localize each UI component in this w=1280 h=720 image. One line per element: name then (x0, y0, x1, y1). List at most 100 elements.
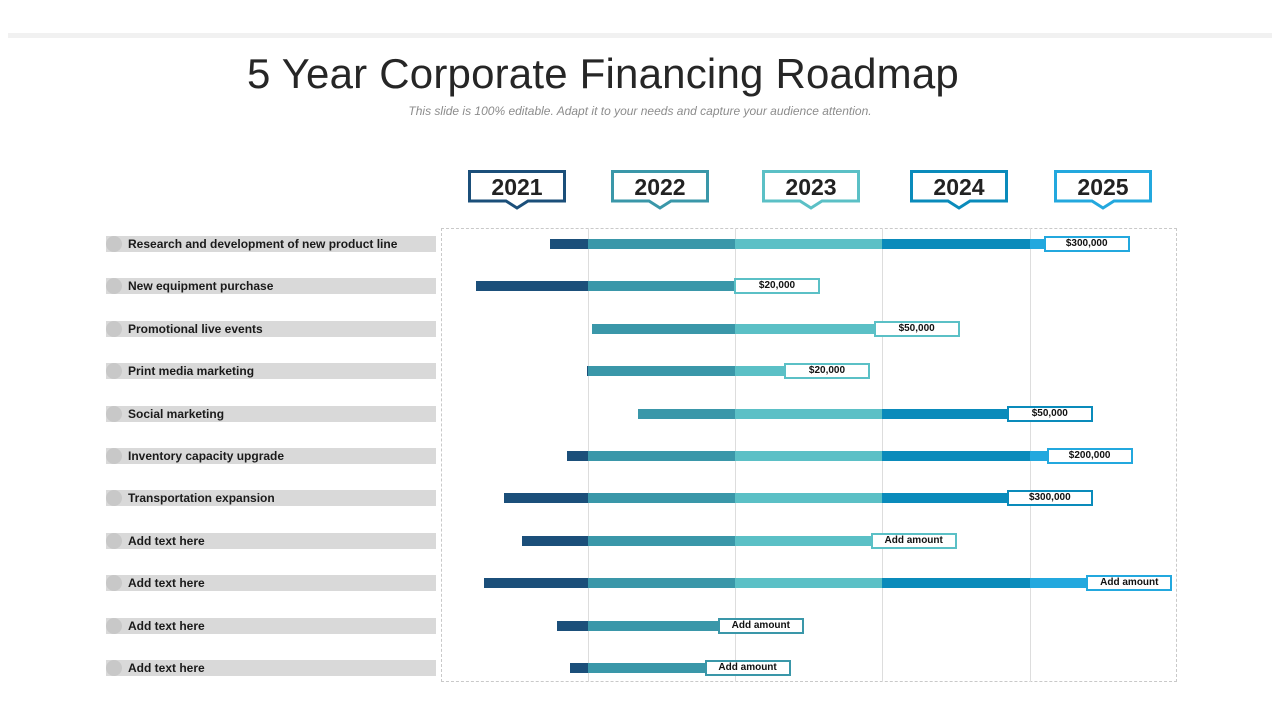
bullet-icon (106, 363, 122, 380)
page-subtitle: This slide is 100% editable. Adapt it to… (408, 104, 872, 118)
timeline-bar-segment-2021 (504, 493, 588, 504)
label-bar (106, 490, 436, 507)
row-label-text: Add text here (128, 576, 205, 591)
timeline-bar-segment-2023 (735, 408, 882, 419)
year-badge-shape (1054, 170, 1152, 210)
timeline-bar-segment-2021 (476, 281, 588, 292)
year-label: 2022 (634, 174, 686, 200)
amount-box: Add amount (1086, 575, 1173, 592)
timeline-bar-segment-2024 (882, 578, 1030, 589)
year-badge-2023: 2023 (762, 170, 860, 210)
row-label-text: Promotional live events (128, 321, 263, 336)
timeline-bar-segment-2022 (588, 451, 735, 461)
bullet-icon (106, 532, 122, 549)
timeline-bar-segment-2023 (735, 535, 872, 546)
bullet-icon (106, 236, 122, 252)
bullet-icon (106, 575, 122, 592)
row-label-text: Inventory capacity upgrade (128, 449, 285, 463)
bullet-icon (106, 405, 122, 422)
roadmap-row-label: Transportation expansion (106, 490, 436, 507)
year-badge-2025: 2025 (1054, 170, 1152, 210)
row-label-text: Research and development of new product … (128, 237, 398, 251)
timeline-bar-segment-2021 (483, 578, 588, 589)
label-bar (106, 236, 436, 252)
label-bar (106, 448, 436, 464)
roadmap-row-label: Promotional live events (106, 320, 436, 337)
label-bar (106, 532, 436, 549)
timeline-bar-segment-2022 (588, 663, 706, 673)
label-bar (106, 575, 436, 592)
year-label: 2021 (491, 174, 543, 200)
year-badge-2022: 2022 (611, 170, 709, 210)
page-title: 5 Year Corporate Financing Roadmap (247, 50, 959, 97)
bullet-icon (106, 660, 122, 676)
timeline-bar-segment-2024 (882, 493, 1008, 504)
year-badge-shape (910, 170, 1008, 210)
timeline-bar-segment-2025 (1030, 239, 1045, 249)
year-badge-shape (611, 170, 709, 210)
row-label-text: Social marketing (128, 406, 225, 421)
amount-box: $20,000 (783, 363, 870, 380)
year-label: 2024 (933, 174, 985, 200)
timeline-bar-segment-2024 (882, 239, 1030, 249)
bullet-icon (106, 278, 122, 295)
timeline-bar-segment-2023 (735, 366, 785, 377)
bullet-icon (106, 490, 122, 507)
label-bar (106, 405, 436, 422)
roadmap-row-label: Add text here (106, 532, 436, 549)
roadmap-row-label: Research and development of new product … (106, 236, 436, 252)
timeline-bar-segment-2022 (592, 323, 735, 334)
roadmap-row-label: Inventory capacity upgrade (106, 448, 436, 464)
timeline-bar-segment-2021 (586, 366, 588, 377)
timeline-bar-segment-2025 (1030, 451, 1048, 461)
timeline-grid (441, 228, 1177, 682)
timeline-bar-segment-2024 (882, 408, 1008, 419)
roadmap-row-label: New equipment purchase (106, 278, 436, 295)
year-badge-2021: 2021 (468, 170, 566, 210)
amount-box: $50,000 (873, 320, 960, 337)
amount-box: $200,000 (1046, 448, 1133, 464)
row-label-text: New equipment purchase (128, 279, 274, 294)
year-label: 2025 (1077, 174, 1129, 200)
amount-box: $300,000 (1006, 490, 1093, 507)
label-bar (106, 320, 436, 337)
amount-box: Add amount (704, 660, 791, 676)
row-label-text: Print media marketing (128, 364, 255, 379)
timeline-bar-segment-2023 (735, 451, 882, 461)
label-bar (106, 660, 436, 676)
year-badge-2024: 2024 (910, 170, 1008, 210)
roadmap-row-label: Print media marketing (106, 363, 436, 380)
timeline-bar-segment-2023 (735, 239, 882, 249)
timeline-bar-segment-2022 (588, 578, 735, 589)
timeline-bar-segment-2023 (735, 578, 882, 589)
bullet-icon (106, 448, 122, 464)
timeline-bar-segment-2022 (588, 620, 719, 631)
timeline-bar-segment-2021 (570, 663, 588, 673)
amount-box: $300,000 (1043, 236, 1130, 252)
year-badge-shape (468, 170, 566, 210)
year-badge-shape (762, 170, 860, 210)
timeline-bar-segment-2021 (521, 535, 588, 546)
top-divider (8, 33, 1272, 38)
timeline-bar-segment-2025 (1030, 578, 1088, 589)
timeline-bar-segment-2022 (588, 535, 735, 546)
amount-box: Add amount (717, 617, 804, 634)
timeline-bar-segment-2023 (735, 323, 875, 334)
bullet-icon (106, 617, 122, 634)
roadmap-row-label: Social marketing (106, 405, 436, 422)
row-label-text: Add text here (128, 618, 205, 633)
amount-box: $50,000 (1006, 405, 1093, 422)
timeline-bar-segment-2022 (588, 493, 735, 504)
label-bar (106, 617, 436, 634)
label-bar (106, 363, 436, 380)
timeline-bar-segment-2022 (588, 366, 735, 377)
timeline-bar-segment-2022 (588, 239, 735, 249)
row-label-text: Transportation expansion (128, 491, 275, 506)
row-label-text: Add text here (128, 661, 205, 675)
row-label-text: Add text here (128, 533, 205, 548)
timeline-bar-segment-2021 (549, 239, 588, 249)
timeline-bar-segment-2021 (557, 620, 588, 631)
timeline-bar-segment-2023 (735, 493, 882, 504)
timeline-bar-segment-2022 (637, 408, 735, 419)
timeline-bar-segment-2022 (588, 281, 735, 292)
